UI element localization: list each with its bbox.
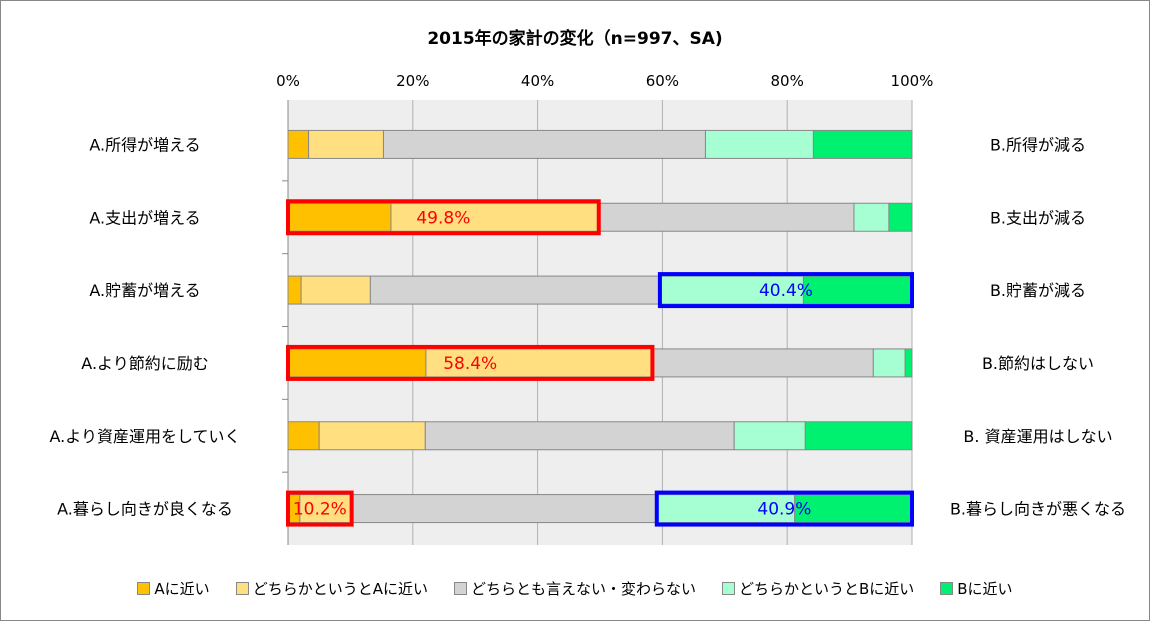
legend-swatch xyxy=(137,582,151,595)
highlight-label: 58.4% xyxy=(443,354,497,374)
highlight-box xyxy=(286,344,655,381)
bar-segment xyxy=(812,129,913,159)
category-label-right: B. 資産運用はしない xyxy=(963,427,1112,446)
category-label-left: A.所得が増える xyxy=(89,135,200,154)
category-label-right: B.暮らし向きが悪くなる xyxy=(950,500,1126,519)
bar-segment xyxy=(804,421,913,451)
bar-segment xyxy=(904,348,913,378)
bar-segment xyxy=(287,202,392,232)
category-label-right: B.所得が減る xyxy=(990,135,1086,154)
legend-swatch xyxy=(721,582,735,595)
bar-segment xyxy=(287,275,302,305)
bar-segment xyxy=(425,348,653,378)
legend-label: Bに近い xyxy=(957,580,1013,598)
category-label-right: B.貯蓄が減る xyxy=(990,281,1086,300)
legend-item: どちらかというとBに近い xyxy=(721,578,915,599)
x-tick-label: 100% xyxy=(891,72,934,90)
highlight-box xyxy=(654,490,914,527)
category-label-left: A.より資産運用をしていく xyxy=(50,427,241,446)
highlight-box xyxy=(286,199,601,236)
x-tick-label: 80% xyxy=(771,72,804,90)
bar-segment xyxy=(872,348,906,378)
legend-swatch xyxy=(235,582,249,595)
category-label-right: B.支出が減る xyxy=(990,208,1086,227)
category-label-left: A.支出が増える xyxy=(89,208,200,227)
bar-segment xyxy=(287,348,427,378)
legend-item: Bに近い xyxy=(940,578,1013,599)
legend-swatch xyxy=(453,582,467,595)
legend-item: どちらとも言えない・変わらない xyxy=(453,578,696,599)
highlight-label: 49.8% xyxy=(416,208,470,228)
bar-segment xyxy=(318,421,426,451)
bar-segment xyxy=(704,129,814,159)
bar-segment xyxy=(382,129,706,159)
bar-segment xyxy=(794,494,913,524)
x-tick-label: 60% xyxy=(646,72,679,90)
bar-segment xyxy=(598,202,855,232)
bar-segment xyxy=(300,275,371,305)
highlight-box xyxy=(657,272,914,309)
bar-segment xyxy=(287,129,310,159)
bar-segment xyxy=(424,421,735,451)
bar-segment xyxy=(369,275,661,305)
x-tick-label: 20% xyxy=(396,72,429,90)
legend-label: どちらかというとAに近い xyxy=(252,580,428,598)
bar-segment xyxy=(733,421,806,451)
bar-segment xyxy=(888,202,913,232)
category-label-left: A.暮らし向きが良くなる xyxy=(57,500,233,519)
category-label-right: B.節約はしない xyxy=(982,354,1094,373)
highlight-label: 10.2% xyxy=(293,500,347,520)
legend-swatch xyxy=(940,582,954,595)
bar-segment xyxy=(802,275,913,305)
bar-segment xyxy=(853,202,890,232)
x-tick-label: 40% xyxy=(521,72,554,90)
bar-segment xyxy=(308,129,384,159)
legend-label: どちらとも言えない・変わらない xyxy=(470,580,696,598)
bar-segment xyxy=(351,494,658,524)
x-tick-label: 0% xyxy=(276,72,300,90)
plot-background xyxy=(288,100,912,545)
legend-label: Aに近い xyxy=(154,580,210,598)
highlight-label: 40.9% xyxy=(757,500,811,520)
bar-segment xyxy=(651,348,874,378)
legend-label: どちらかというとBに近い xyxy=(738,580,915,598)
highlight-box xyxy=(286,490,354,527)
category-label-left: A.より節約に励む xyxy=(81,354,208,373)
legend-item: どちらかというとAに近い xyxy=(235,578,428,599)
legend: Aに近い どちらかというとAに近い どちらとも言えない・変わらない どちらかというとB… xyxy=(0,578,1150,599)
legend-item: Aに近い xyxy=(137,578,210,599)
category-label-left: A.貯蓄が増える xyxy=(89,281,200,300)
highlight-label: 40.4% xyxy=(759,281,813,301)
bar-segment xyxy=(287,421,320,451)
chart-title: 2015年の家計の変化（n=997、SA) xyxy=(427,29,723,49)
bar-segment xyxy=(299,494,353,524)
